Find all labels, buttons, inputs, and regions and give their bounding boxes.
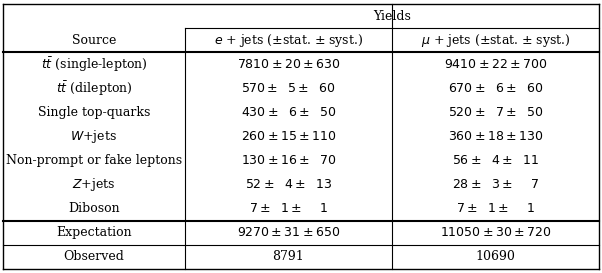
Text: $t\bar{t}$ (single-lepton): $t\bar{t}$ (single-lepton) [40, 55, 147, 73]
Text: $670 \pm\ \ 6 \pm\ \ 60$: $670 \pm\ \ 6 \pm\ \ 60$ [448, 82, 544, 95]
Text: $7810 \pm 20 \pm 630$: $7810 \pm 20 \pm 630$ [237, 58, 340, 71]
Text: $W$+jets: $W$+jets [70, 128, 117, 145]
Text: $52 \pm\ \ 4 \pm\ \ 13$: $52 \pm\ \ 4 \pm\ \ 13$ [244, 178, 332, 191]
Text: Source: Source [72, 34, 116, 47]
Text: Observed: Observed [63, 250, 125, 263]
Text: $260 \pm 15 \pm 110$: $260 \pm 15 \pm 110$ [241, 130, 337, 143]
Text: Expectation: Expectation [56, 226, 132, 239]
Text: $9270 \pm 31 \pm 650$: $9270 \pm 31 \pm 650$ [237, 226, 340, 239]
Text: $520 \pm\ \ 7 \pm\ \ 50$: $520 \pm\ \ 7 \pm\ \ 50$ [448, 106, 544, 119]
Text: $11050 \pm 30 \pm 720$: $11050 \pm 30 \pm 720$ [440, 226, 551, 239]
Text: $360 \pm 18 \pm 130$: $360 \pm 18 \pm 130$ [448, 130, 544, 143]
Text: $t\bar{t}$ (dilepton): $t\bar{t}$ (dilepton) [55, 79, 132, 98]
Text: $56 \pm\ \ 4 \pm\ \ 11$: $56 \pm\ \ 4 \pm\ \ 11$ [452, 154, 539, 167]
Text: $7 \pm\ \ 1 \pm\ \ \ \ 1$: $7 \pm\ \ 1 \pm\ \ \ \ 1$ [456, 202, 535, 215]
Text: $9410 \pm 22 \pm 700$: $9410 \pm 22 \pm 700$ [444, 58, 547, 71]
Text: $e$ + jets ($\pm$stat. $\pm$ syst.): $e$ + jets ($\pm$stat. $\pm$ syst.) [214, 32, 363, 49]
Text: 8791: 8791 [273, 250, 305, 263]
Text: $430 \pm\ \ 6 \pm\ \ 50$: $430 \pm\ \ 6 \pm\ \ 50$ [241, 106, 337, 119]
Text: Non-prompt or fake leptons: Non-prompt or fake leptons [6, 154, 182, 167]
Text: $\mu$ + jets ($\pm$stat. $\pm$ syst.): $\mu$ + jets ($\pm$stat. $\pm$ syst.) [421, 32, 571, 49]
Text: Yields: Yields [373, 10, 411, 23]
Text: $7 \pm\ \ 1 \pm\ \ \ \ 1$: $7 \pm\ \ 1 \pm\ \ \ \ 1$ [249, 202, 328, 215]
Text: $28 \pm\ \ 3 \pm\ \ \ \ 7$: $28 \pm\ \ 3 \pm\ \ \ \ 7$ [452, 178, 539, 191]
Text: Single top-quarks: Single top-quarks [38, 106, 150, 119]
Text: $570 \pm\ \ 5 \pm\ \ 60$: $570 \pm\ \ 5 \pm\ \ 60$ [241, 82, 336, 95]
Text: $130 \pm 16 \pm\ \ 70$: $130 \pm 16 \pm\ \ 70$ [241, 154, 337, 167]
Text: Diboson: Diboson [68, 202, 120, 215]
Text: 10690: 10690 [476, 250, 515, 263]
Text: $Z$+jets: $Z$+jets [72, 176, 116, 193]
